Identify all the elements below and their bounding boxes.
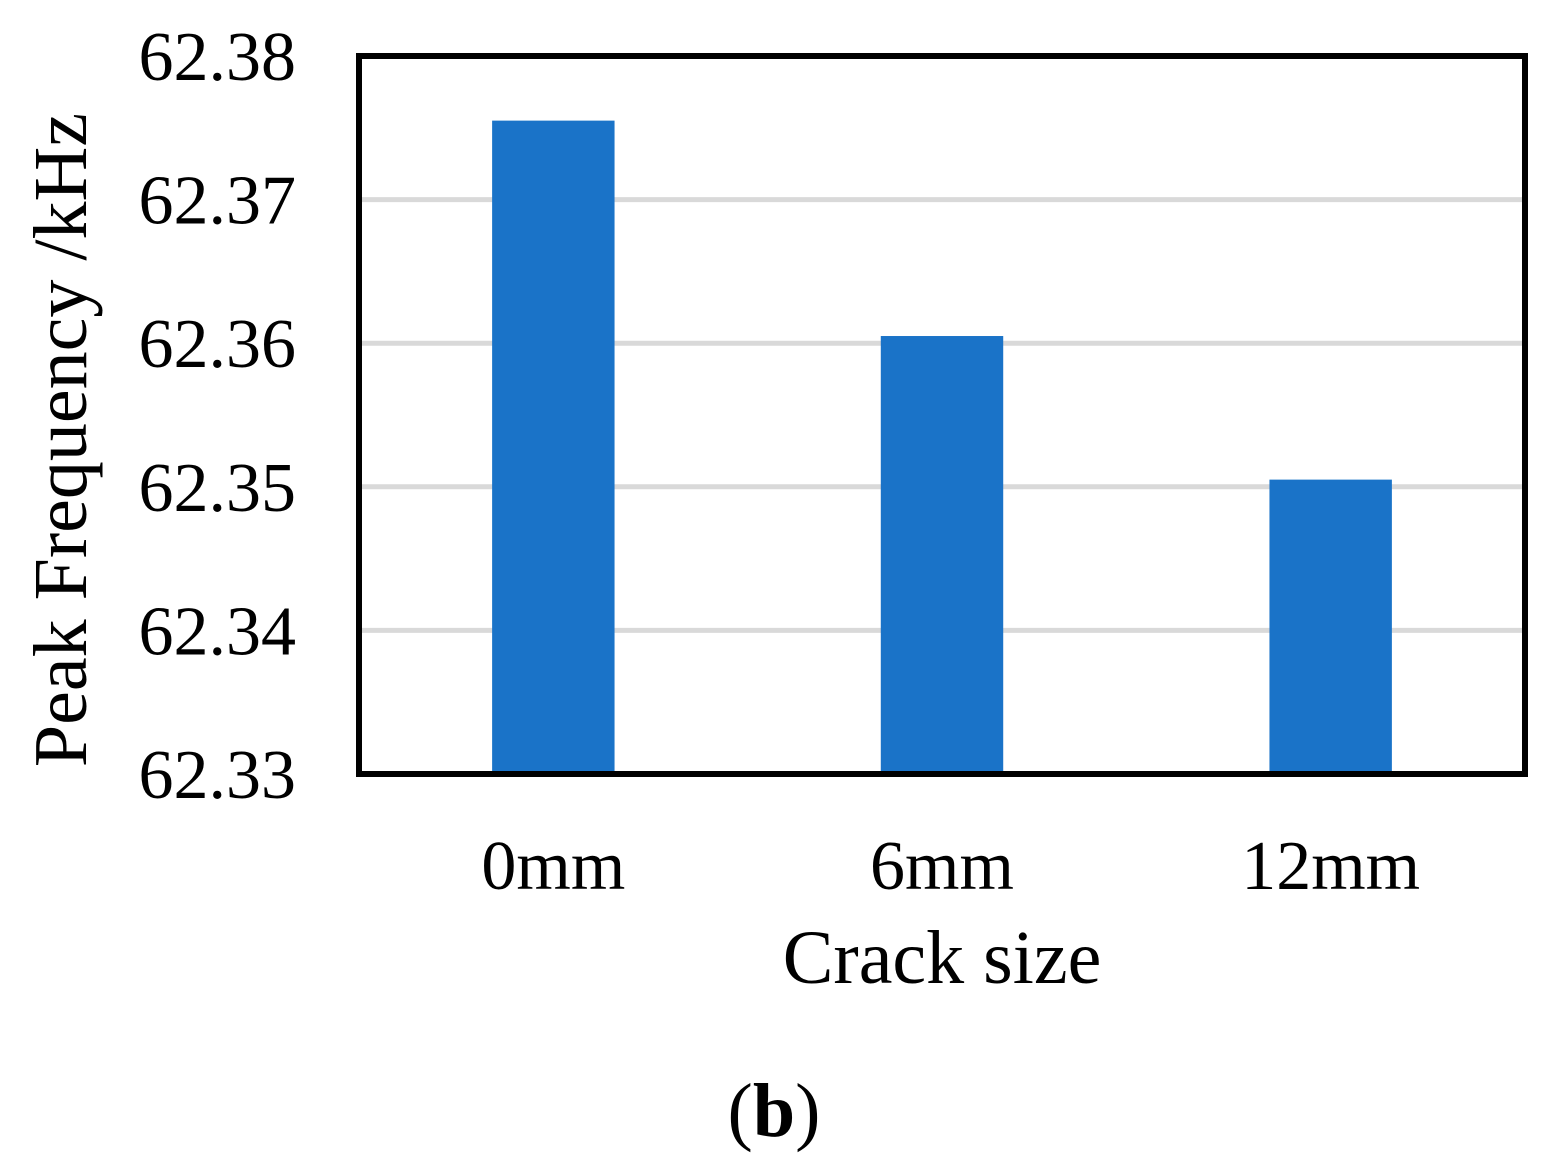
y-tick-label: 62.34 (139, 593, 297, 670)
x-axis-title: Crack size (783, 916, 1102, 1000)
y-tick-label: 62.36 (139, 306, 297, 383)
y-tick-labels: 62.33 62.34 62.35 62.36 62.37 62.38 (139, 19, 297, 814)
bar-12mm (1269, 479, 1392, 774)
y-tick-label: 62.38 (139, 19, 297, 96)
bar-6mm (880, 336, 1004, 774)
plot-frame (356, 53, 1528, 777)
x-tick-labels: 0mm 6mm 12mm (481, 828, 1420, 905)
x-tick-label: 6mm (870, 828, 1014, 905)
panel-label: (b) (728, 1069, 821, 1153)
y-tick-label: 62.37 (139, 163, 297, 240)
bars (492, 120, 1392, 775)
panel-label-open: ( (728, 1069, 753, 1153)
panel-label-close: ) (795, 1069, 820, 1153)
x-tick-label: 0mm (481, 828, 625, 905)
y-tick-label: 62.35 (139, 450, 297, 527)
x-tick-label: 12mm (1241, 828, 1420, 905)
panel-label-letter: b (753, 1069, 795, 1153)
y-axis-title: Peak Frequency /kHz (19, 113, 103, 767)
y-tick-label: 62.33 (139, 737, 297, 814)
bar-0mm (492, 120, 615, 775)
